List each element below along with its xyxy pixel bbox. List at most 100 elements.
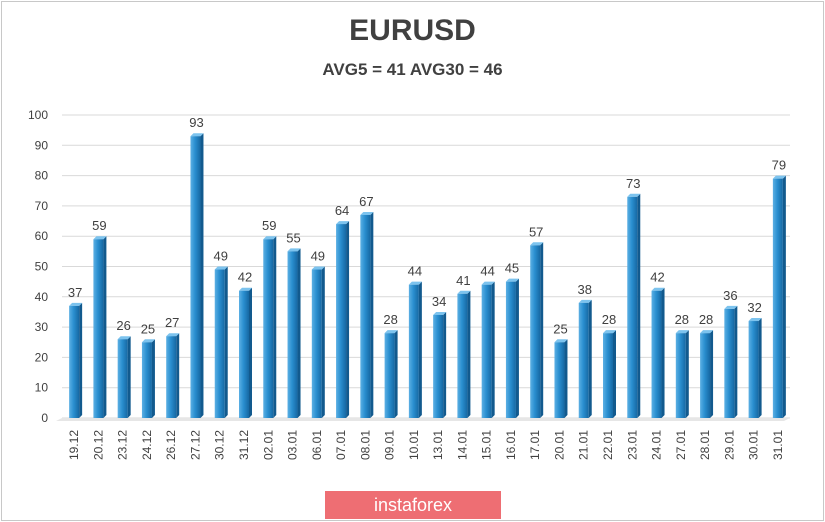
- y-tick-label: 0: [41, 411, 48, 425]
- bar-side: [734, 305, 738, 418]
- bar-top: [360, 211, 374, 215]
- bar-top: [117, 336, 131, 340]
- bar: [360, 214, 371, 418]
- x-tick-label: 22.01: [601, 430, 615, 460]
- bar-top: [287, 248, 301, 252]
- x-tick-label: 07.01: [334, 430, 348, 460]
- bar-side: [346, 221, 350, 418]
- bar-side: [321, 266, 325, 418]
- bar-top: [505, 278, 519, 282]
- data-label: 34: [432, 294, 446, 309]
- data-label: 42: [238, 270, 252, 285]
- bar: [69, 305, 80, 418]
- x-tick-label: 03.01: [286, 430, 300, 460]
- data-label: 64: [335, 203, 349, 218]
- data-label: 59: [92, 218, 106, 233]
- bar-side: [613, 330, 616, 418]
- data-label: 27: [165, 315, 179, 330]
- x-tick-label: 27.12: [188, 430, 202, 460]
- bar: [505, 281, 516, 418]
- x-tick-label: 28.01: [698, 430, 712, 460]
- bar-side: [588, 299, 592, 418]
- y-tick-label: 80: [35, 169, 49, 183]
- bar-top: [772, 175, 786, 179]
- x-tick-label: 14.01: [455, 430, 469, 460]
- bar-side: [394, 330, 398, 418]
- bar-top: [239, 287, 252, 291]
- bar-side: [249, 287, 252, 418]
- bar: [433, 314, 444, 418]
- bar: [239, 290, 249, 418]
- y-tick-label: 60: [35, 229, 49, 243]
- bar-top: [530, 242, 544, 246]
- y-tick-label: 100: [28, 108, 48, 122]
- bar-top: [457, 290, 471, 294]
- bar-side: [273, 236, 277, 418]
- bar: [481, 284, 492, 418]
- x-tick-label: 20.12: [91, 430, 105, 460]
- bar-top: [311, 266, 325, 270]
- bar-side: [782, 175, 786, 418]
- data-label: 36: [723, 288, 737, 303]
- bar-top: [384, 330, 398, 334]
- data-label: 73: [626, 176, 640, 191]
- bar-side: [758, 318, 762, 418]
- chart-floor: [56, 418, 790, 421]
- x-tick-label: 20.01: [552, 430, 566, 460]
- chart-title: EURUSD: [349, 14, 476, 47]
- data-label: 41: [456, 273, 470, 288]
- bar: [724, 308, 735, 418]
- bar-top: [651, 287, 665, 291]
- bar-side: [103, 236, 107, 418]
- x-tick-label: 15.01: [480, 430, 494, 460]
- bar-side: [710, 330, 714, 418]
- x-tick-label: 08.01: [358, 430, 372, 460]
- data-label: 37: [68, 285, 82, 300]
- bar: [530, 245, 541, 418]
- x-tick-label: 21.01: [577, 430, 591, 460]
- bar: [311, 269, 322, 418]
- bar-side: [297, 248, 301, 418]
- data-label: 28: [602, 312, 616, 327]
- bar-top: [408, 281, 422, 285]
- data-label: 49: [311, 249, 325, 264]
- data-label: 28: [675, 312, 689, 327]
- bar-top: [603, 330, 616, 334]
- x-tick-label: 24.01: [650, 430, 664, 460]
- x-tick-label: 27.01: [674, 430, 688, 460]
- chart-subtitle: AVG5 = 41 AVG30 = 46: [322, 60, 503, 79]
- bar: [554, 342, 565, 418]
- bar: [603, 333, 613, 418]
- bar-side: [491, 281, 495, 418]
- bar-top: [748, 318, 762, 322]
- bar-top: [263, 236, 277, 240]
- x-tick-label: 30.01: [747, 430, 761, 460]
- x-tick-label: 23.12: [116, 430, 130, 460]
- x-tick-label: 16.01: [504, 430, 518, 460]
- x-tick-label: 26.12: [164, 430, 178, 460]
- data-label: 44: [480, 264, 494, 279]
- data-label: 44: [408, 264, 422, 279]
- data-label: 55: [286, 230, 300, 245]
- data-label: 57: [529, 224, 543, 239]
- bar-top: [166, 333, 180, 337]
- x-tick-label: 17.01: [528, 430, 542, 460]
- bar-side: [370, 211, 374, 418]
- bar-side: [151, 339, 155, 418]
- x-tick-label: 06.01: [310, 430, 324, 460]
- y-tick-label: 30: [35, 320, 49, 334]
- bar-side: [515, 278, 519, 418]
- bar-side: [661, 287, 665, 418]
- x-tick-label: 19.12: [67, 430, 81, 460]
- y-tick-label: 40: [35, 290, 49, 304]
- bar-side: [540, 242, 544, 418]
- data-label: 28: [699, 312, 713, 327]
- data-label: 32: [747, 300, 761, 315]
- y-tick-label: 20: [35, 350, 49, 364]
- bar: [748, 321, 759, 418]
- x-tick-label: 23.01: [625, 430, 639, 460]
- bar-top: [481, 281, 495, 285]
- data-label: 42: [650, 270, 664, 285]
- bar: [336, 224, 347, 418]
